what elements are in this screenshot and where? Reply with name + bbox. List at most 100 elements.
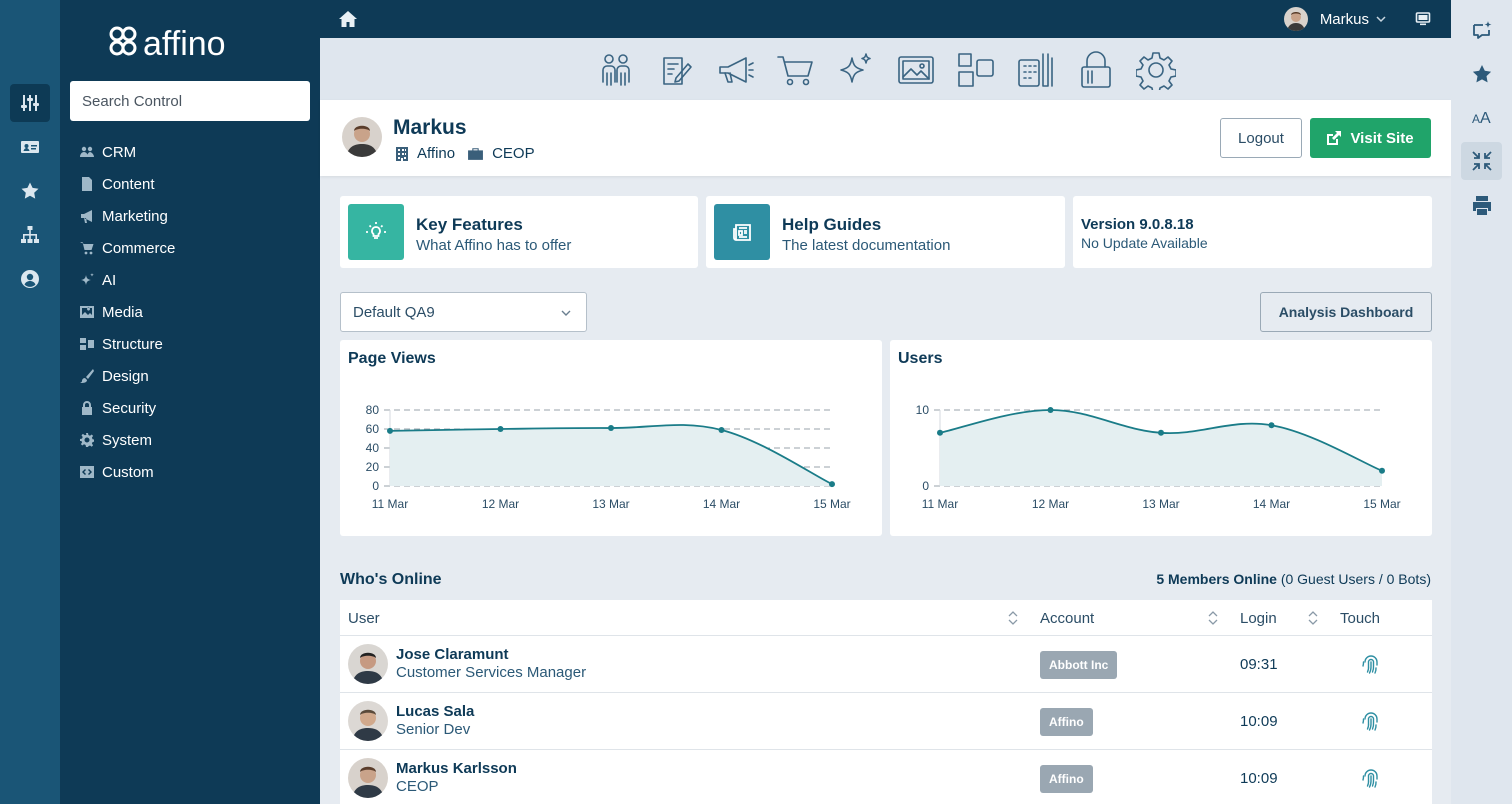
cart-icon [80,241,102,255]
design-icon[interactable] [1016,50,1056,90]
sidebar-item-custom[interactable]: Custom [80,456,310,488]
structure-icon[interactable] [956,50,996,90]
update-status: No Update Available [1081,235,1208,251]
sitemap-icon[interactable] [10,216,50,254]
sidebar-item-commerce[interactable]: Commerce [80,232,310,264]
sidebar-item-ai[interactable]: AI [80,264,310,296]
image-icon[interactable] [896,50,936,90]
member-name[interactable]: Markus Karlsson [396,760,517,777]
login-time: 10:09 [1240,713,1278,730]
sidebar-item-content[interactable]: Content [80,168,310,200]
code-icon [80,465,102,479]
member-name[interactable]: Jose Claramunt [396,646,509,663]
sort-icon[interactable] [1008,610,1018,626]
gear-icon[interactable] [1135,50,1177,94]
sidebar-item-label: Design [102,367,149,385]
icon-rail [0,0,60,804]
card-title: Help Guides [782,215,882,234]
account-badge[interactable]: Affino [1040,708,1093,736]
print-icon[interactable] [1461,186,1502,224]
sidebar-item-crm[interactable]: CRM [80,136,310,168]
table-row[interactable]: Lucas Sala Senior Dev Affino 10:09 [340,693,1432,750]
member-role: CEOP [396,778,439,795]
sidebar-item-media[interactable]: Media [80,296,310,328]
sort-icon[interactable] [1208,610,1218,626]
search-input[interactable] [70,81,310,121]
briefcase-icon [468,148,484,160]
column-user[interactable]: User [348,610,380,627]
online-summary: 5 Members Online (0 Guest Users / 0 Bots… [1156,571,1431,587]
key-features-card[interactable]: Key Features What Affino has to offer [340,196,698,268]
compress-icon[interactable] [1461,142,1502,180]
sliders-icon[interactable] [10,84,50,122]
y-tick-label: 60 [366,422,380,436]
sidebar-item-structure[interactable]: Structure [80,328,310,360]
home-icon[interactable] [338,9,358,29]
sidebar: affino CRM Content Marketing Commerce AI Medi… [60,0,320,804]
sidebar-item-label: Marketing [102,207,168,225]
help-guides-card[interactable]: Help Guides The latest documentation [706,196,1065,268]
data-point[interactable] [608,425,614,432]
account-badge[interactable]: Abbott Inc [1040,651,1118,679]
sidebar-item-design[interactable]: Design [80,360,310,392]
member-name[interactable]: Lucas Sala [396,703,475,720]
sidebar-item-security[interactable]: Security [80,392,310,424]
x-tick-label: 12 Mar [1032,497,1069,511]
data-point[interactable] [1268,422,1275,429]
sparkle-icon[interactable] [836,50,876,90]
sidebar-item-marketing[interactable]: Marketing [80,200,310,232]
series-area [390,424,832,486]
sort-icon[interactable] [1308,610,1318,626]
affino-logo[interactable]: affino [60,20,320,64]
data-point[interactable] [497,426,504,432]
x-tick-label: 15 Mar [813,497,850,511]
sidebar-item-label: Media [102,303,143,321]
table-row[interactable]: Markus Karlsson CEOP Affino 10:09 [340,750,1432,804]
fingerprint-icon[interactable] [1360,710,1382,732]
avatar [348,644,388,684]
fingerprint-icon[interactable] [1360,653,1382,675]
column-touch: Touch [1340,610,1381,627]
star-icon[interactable] [1461,55,1502,93]
newspaper-icon [714,204,770,260]
svg-text:A: A [1472,112,1480,126]
avatar [1283,7,1308,31]
data-point[interactable] [387,427,393,434]
table-row[interactable]: Jose Claramunt Customer Services Manager A… [340,636,1432,693]
sidebar-item-label: Content [102,175,155,193]
dashboard-select[interactable]: Default QA9 [340,292,587,332]
data-point[interactable] [1158,429,1164,436]
data-point[interactable] [937,429,943,436]
user-circle-icon[interactable] [10,260,50,298]
sidebar-item-label: Security [102,399,157,417]
data-point[interactable] [1047,407,1054,413]
visit-site-button[interactable]: Visit Site [1310,118,1431,158]
lock-icon[interactable] [1076,50,1116,90]
profile-name: Markus [393,116,467,139]
logout-button[interactable]: Logout [1220,118,1302,158]
data-point[interactable] [718,426,725,433]
cart-icon[interactable] [776,50,816,90]
member-role: Senior Dev [396,721,471,738]
svg-text:A: A [1480,110,1491,127]
data-point[interactable] [1379,467,1385,474]
account-badge[interactable]: Affino [1040,765,1093,793]
column-login[interactable]: Login [1240,610,1277,627]
data-point[interactable] [829,481,835,488]
chart-title: Page Views [348,350,436,367]
users-icon[interactable] [596,50,636,90]
id-card-icon[interactable] [10,128,50,166]
monitor-icon[interactable] [1415,11,1431,27]
megaphone-icon[interactable] [716,50,756,90]
online-summary-guests: (0 Guest Users / 0 Bots) [1280,571,1431,587]
user-menu[interactable]: Markus [1283,7,1387,31]
series-area [940,410,1382,486]
sidebar-item-system[interactable]: System [80,424,310,456]
fingerprint-icon[interactable] [1360,767,1382,789]
column-account[interactable]: Account [1040,610,1095,627]
content-icon[interactable] [656,50,696,90]
chat-sparkle-icon[interactable] [1461,12,1502,50]
analysis-dashboard-button[interactable]: Analysis Dashboard [1260,292,1432,332]
star-icon[interactable] [10,172,50,210]
